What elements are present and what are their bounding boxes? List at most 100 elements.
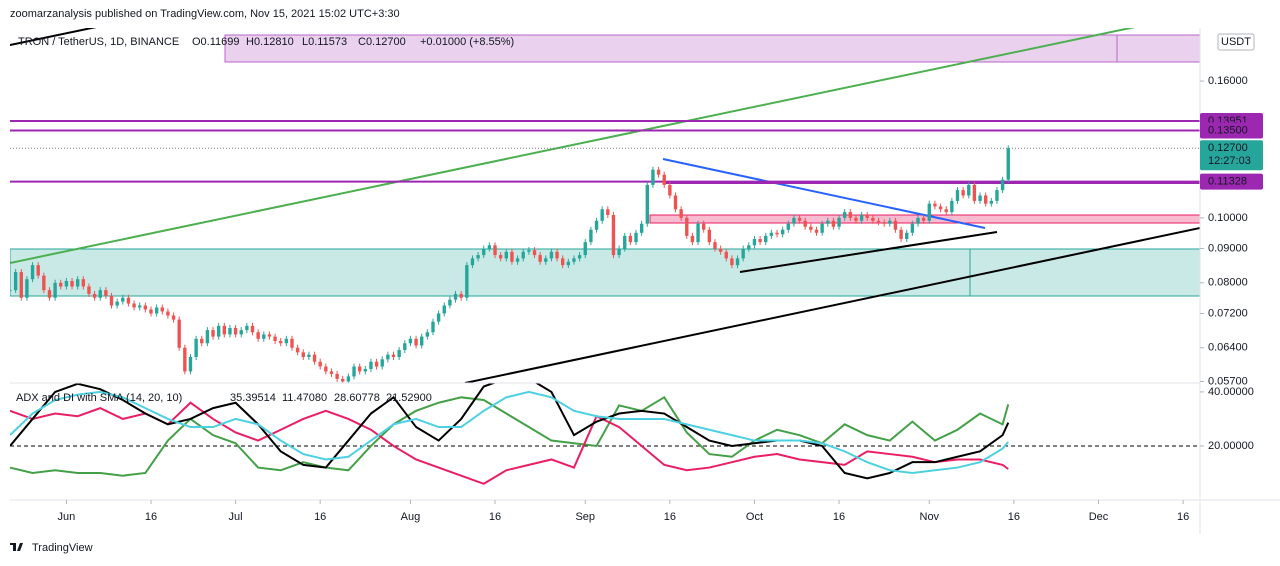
- candle: [910, 223, 915, 233]
- candle: [194, 338, 198, 357]
- candle: [983, 195, 988, 204]
- candle: [386, 354, 390, 360]
- candle: [730, 258, 734, 266]
- candle: [341, 378, 345, 382]
- candle: [1000, 179, 1005, 191]
- candle: [938, 206, 943, 210]
- level-tag-label: 0.11328: [1208, 175, 1247, 187]
- candle: [566, 261, 571, 266]
- candle: [995, 190, 999, 201]
- y-tick-label: 0.07200: [1208, 307, 1248, 319]
- candle: [290, 338, 294, 348]
- candle: [707, 229, 712, 243]
- trend-line: [10, 28, 97, 46]
- candle: [837, 217, 841, 227]
- zone: [224, 34, 1200, 63]
- price-pane: [10, 28, 1200, 383]
- candle: [634, 232, 638, 243]
- trend-line: [739, 231, 998, 273]
- currency[interactable]: USDT: [1221, 36, 1251, 48]
- candle: [617, 248, 621, 256]
- candle: [470, 258, 475, 266]
- currency-box[interactable]: [1217, 33, 1255, 51]
- candle: [380, 359, 384, 367]
- candle: [752, 238, 757, 246]
- candle: [611, 214, 616, 256]
- candle: [98, 290, 102, 298]
- candle: [267, 334, 272, 337]
- candle: [645, 184, 649, 224]
- y-tick-label: 0.08000: [1208, 277, 1248, 289]
- candle: [121, 297, 125, 302]
- candle: [589, 229, 593, 243]
- candle: [803, 220, 807, 227]
- candle: [978, 195, 982, 201]
- candle: [453, 293, 458, 300]
- trend-line: [10, 28, 1136, 264]
- legend-value: 11.47080: [282, 392, 327, 404]
- candle: [357, 366, 362, 372]
- ohlc-low: L0.11573: [302, 36, 347, 48]
- candle: [797, 217, 802, 221]
- candle: [769, 232, 774, 236]
- candle: [871, 217, 875, 221]
- candle: [149, 309, 153, 314]
- candle: [329, 371, 334, 374]
- y-tick-label: 0.16000: [1208, 75, 1248, 87]
- candle: [809, 226, 813, 230]
- candle: [335, 373, 339, 379]
- level-tag: [1200, 173, 1263, 190]
- candle: [843, 212, 847, 218]
- candle: [109, 295, 114, 306]
- candle: [865, 214, 869, 218]
- candle: [295, 347, 300, 353]
- candle: [679, 209, 683, 218]
- x-tick-label: Sep: [575, 511, 595, 523]
- x-tick-label: Nov: [920, 511, 940, 523]
- candle: [92, 293, 97, 298]
- candle: [132, 303, 136, 308]
- legend-value: 35.39514: [230, 392, 276, 404]
- y-tick-label: 0.09000: [1208, 242, 1248, 254]
- candle: [668, 184, 672, 196]
- candle: [459, 293, 463, 298]
- published-line: zoomarzanalysis published on TradingView…: [10, 8, 400, 20]
- candle: [482, 248, 486, 256]
- candle: [656, 169, 661, 175]
- candle: [639, 223, 644, 233]
- indicator-pane: [10, 383, 1200, 485]
- x-tick-label: Dec: [1089, 511, 1109, 523]
- legend-value: 21.52900: [386, 392, 432, 404]
- logo-icon: [10, 543, 23, 551]
- candle: [143, 305, 148, 310]
- candle: [42, 275, 46, 291]
- candle: [431, 321, 435, 333]
- candle: [115, 301, 119, 306]
- indicator-line: [10, 395, 1010, 477]
- candle: [284, 338, 289, 344]
- x-tick-label: 16: [1177, 511, 1189, 523]
- candle: [436, 313, 441, 322]
- candle: [177, 319, 181, 348]
- candle: [927, 203, 931, 221]
- candle: [780, 229, 785, 235]
- candle: [662, 174, 666, 185]
- x-tick-label: 16: [145, 511, 157, 523]
- x-tick-label: Jun: [58, 511, 76, 523]
- candle: [53, 282, 57, 298]
- y-tick-label: 0.10000: [1208, 212, 1248, 224]
- candle: [81, 279, 86, 287]
- candle: [916, 217, 920, 224]
- candle: [933, 203, 937, 207]
- candle: [544, 258, 548, 262]
- candle: [724, 251, 728, 259]
- logo: TradingView: [32, 542, 93, 554]
- candle: [561, 258, 565, 266]
- candle: [183, 347, 187, 372]
- x-tick-label: 16: [1008, 511, 1020, 523]
- x-tick-label: Jul: [229, 511, 243, 523]
- x-tick-label: Oct: [746, 511, 763, 523]
- candle: [403, 343, 407, 351]
- candle: [792, 217, 796, 224]
